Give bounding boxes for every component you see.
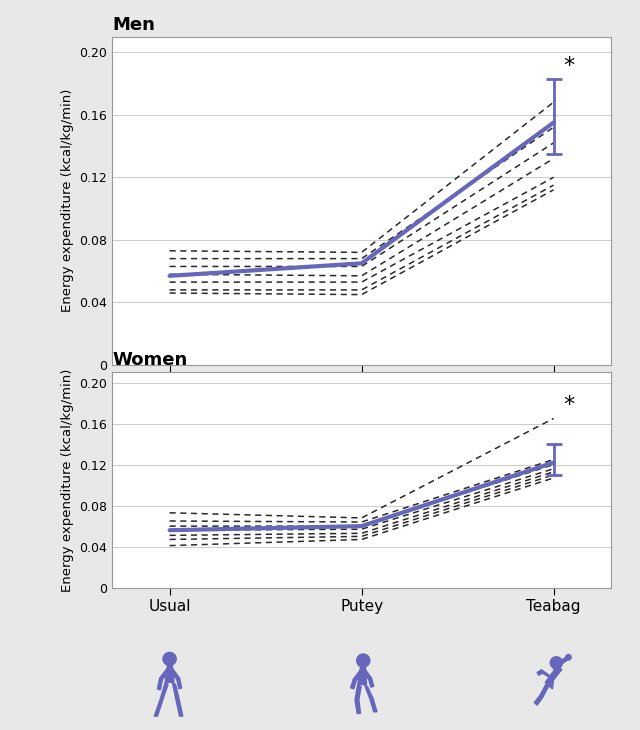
Polygon shape bbox=[549, 667, 562, 689]
Text: Women: Women bbox=[112, 351, 188, 369]
Polygon shape bbox=[545, 669, 559, 686]
Polygon shape bbox=[355, 685, 361, 713]
Circle shape bbox=[550, 657, 563, 669]
Polygon shape bbox=[364, 685, 377, 712]
Circle shape bbox=[566, 655, 572, 660]
Y-axis label: Energy expenditure (kcal/kg/min): Energy expenditure (kcal/kg/min) bbox=[61, 369, 74, 591]
Polygon shape bbox=[554, 656, 569, 672]
Polygon shape bbox=[154, 683, 168, 716]
Polygon shape bbox=[351, 670, 363, 689]
Polygon shape bbox=[172, 683, 183, 716]
Polygon shape bbox=[534, 683, 549, 705]
Polygon shape bbox=[165, 666, 174, 683]
Polygon shape bbox=[170, 668, 182, 689]
Y-axis label: Energy expenditure (kcal/kg/min): Energy expenditure (kcal/kg/min) bbox=[61, 89, 74, 312]
Circle shape bbox=[356, 654, 370, 667]
Polygon shape bbox=[157, 668, 170, 690]
Text: Men: Men bbox=[112, 15, 155, 34]
Polygon shape bbox=[358, 667, 367, 685]
Text: *: * bbox=[563, 56, 575, 76]
Circle shape bbox=[163, 653, 176, 666]
Polygon shape bbox=[537, 670, 550, 678]
Polygon shape bbox=[364, 670, 374, 687]
Text: *: * bbox=[563, 395, 575, 415]
